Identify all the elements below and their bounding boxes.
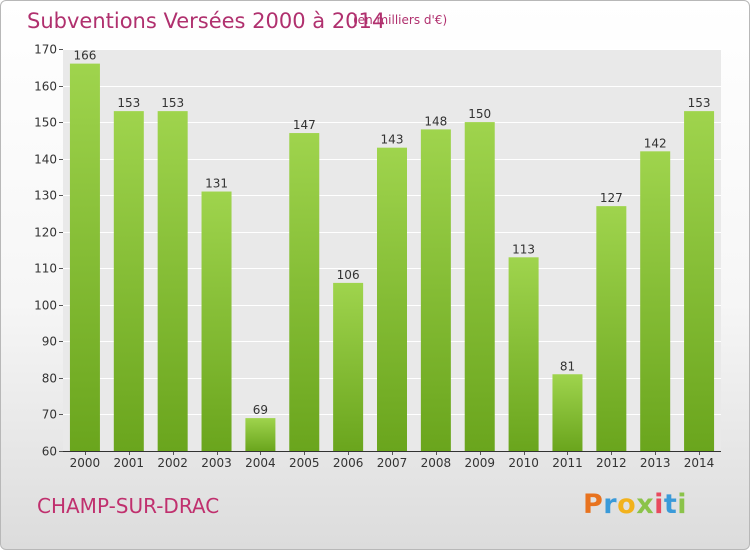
x-tick-label-2000: 2000 [70, 456, 101, 470]
x-tick-label-2012: 2012 [596, 456, 627, 470]
logo-letter: x [636, 489, 655, 520]
data-label-2003: 131 [205, 177, 228, 191]
data-label-2010: 113 [512, 242, 535, 256]
bar-2011 [552, 374, 583, 451]
y-tick-label: 80 [42, 372, 57, 386]
data-label-2011: 81 [560, 359, 575, 373]
y-tick-label: 170 [34, 43, 57, 57]
bar-2002 [157, 111, 188, 452]
bars [69, 63, 715, 452]
bar-2014 [684, 111, 715, 452]
data-label-2008: 148 [424, 114, 447, 128]
data-label-2001: 153 [117, 96, 140, 110]
x-tick-label-2014: 2014 [684, 456, 715, 470]
y-tick-label: 120 [34, 226, 57, 240]
data-labels: 166 153 153 131 69 147 106 143 148 150 113 81 127 142… [73, 49, 710, 417]
data-label-2000: 166 [73, 49, 96, 63]
y-tick-label: 70 [42, 408, 57, 422]
x-tick-label-2007: 2007 [377, 456, 408, 470]
proxiti-logo: Proxiti [583, 489, 687, 520]
y-tick-label: 140 [34, 153, 57, 167]
y-tick-label: 130 [34, 189, 57, 203]
y-tick-label: 150 [34, 116, 57, 130]
logo-letter: t [663, 489, 678, 520]
x-tick-label-2006: 2006 [333, 456, 364, 470]
commune-name: CHAMP-SUR-DRAC [37, 494, 220, 518]
logo-letter: r [603, 489, 618, 520]
x-tick-label-2013: 2013 [640, 456, 671, 470]
x-tick-label-2010: 2010 [508, 456, 539, 470]
bar-2008 [420, 129, 451, 451]
logo-letter: o [617, 489, 637, 520]
x-tick-label-2005: 2005 [289, 456, 320, 470]
bar-2003 [201, 191, 232, 451]
y-tick-label: 160 [34, 80, 57, 94]
data-label-2007: 143 [381, 133, 404, 147]
chart-title: Subventions Versées 2000 à 2014 [27, 9, 386, 33]
bar-2006 [333, 282, 364, 451]
data-label-2004: 69 [253, 403, 268, 417]
bar-2005 [289, 133, 320, 451]
bar-2004 [245, 418, 276, 451]
x-tick-label-2003: 2003 [201, 456, 232, 470]
data-label-2005: 147 [293, 118, 316, 132]
y-tick-label: 60 [42, 445, 57, 459]
bar-2013 [640, 151, 671, 451]
y-axis-ticks: 60 70 80 90 100 110 120 130 140 150 160 170 [34, 43, 63, 459]
data-label-2012: 127 [600, 191, 623, 205]
y-tick-label: 110 [34, 262, 57, 276]
data-label-2006: 106 [337, 268, 360, 282]
bar-2007 [377, 147, 407, 451]
bar-2009 [464, 122, 495, 451]
chart-subtitle: (en milliers d'€) [353, 13, 448, 27]
data-label-2013: 142 [644, 136, 667, 150]
x-tick-label-2001: 2001 [114, 456, 145, 470]
bar-2000 [69, 63, 100, 451]
x-tick-label-2002: 2002 [157, 456, 188, 470]
x-tick-label-2009: 2009 [464, 456, 495, 470]
logo-letter: i [677, 489, 688, 520]
x-tick-label-2004: 2004 [245, 456, 276, 470]
bar-2012 [596, 206, 627, 451]
y-tick-label: 100 [34, 299, 57, 313]
bar-2010 [508, 257, 539, 451]
bar-2001 [113, 111, 144, 452]
x-axis-ticks: 2000 2001 2002 2003 2004 2005 2006 2007 2008 2009… [70, 451, 715, 470]
x-tick-label-2008: 2008 [421, 456, 452, 470]
x-tick-label-2011: 2011 [552, 456, 583, 470]
logo-letter: i [654, 489, 664, 520]
data-label-2002: 153 [161, 96, 184, 110]
logo-letter: P [583, 489, 604, 520]
data-label-2014: 153 [688, 96, 711, 110]
data-label-2009: 150 [468, 107, 491, 121]
y-tick-label: 90 [42, 335, 57, 349]
